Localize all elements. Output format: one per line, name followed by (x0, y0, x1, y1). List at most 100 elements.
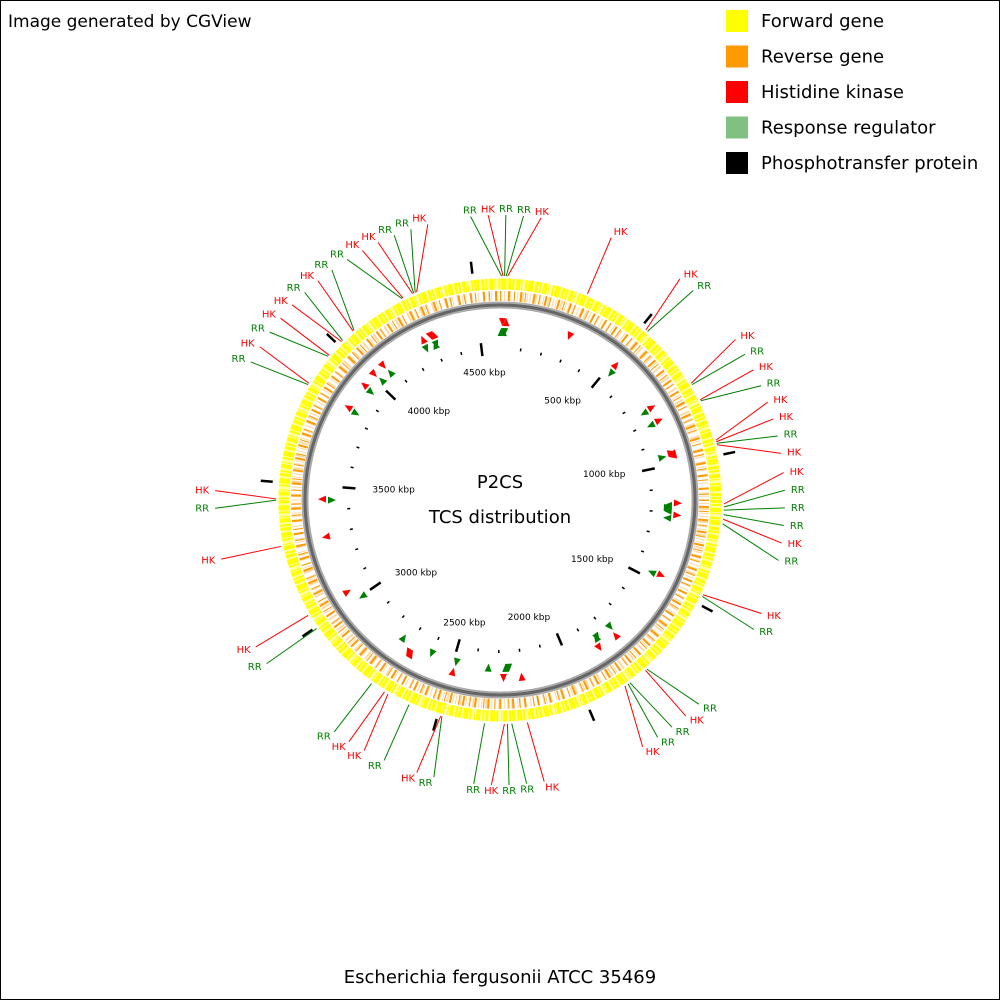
feature-glyph (387, 369, 396, 378)
feature-label: RR (750, 346, 764, 357)
leader-line (723, 489, 785, 508)
feature-glyph (448, 667, 456, 677)
leader-line (716, 418, 774, 443)
leader-line (700, 369, 754, 401)
feature-glyph (647, 420, 656, 428)
major-tick (641, 467, 656, 473)
feature-label: HK (614, 227, 629, 238)
feature-label: HK (759, 362, 774, 373)
outer-tick (701, 604, 714, 613)
feature-glyph (657, 455, 667, 462)
feature-label: RR (419, 778, 433, 789)
feature-label: RR (791, 503, 805, 514)
feature-label: RR (790, 521, 804, 532)
feature-label: RR (759, 627, 773, 638)
major-tick (385, 389, 397, 401)
feature-label: RR (330, 249, 344, 260)
leader-line (331, 269, 355, 331)
tick-label: 3500 kbp (372, 485, 415, 495)
feature-label: HK (779, 412, 794, 423)
feature-glyph (673, 499, 682, 507)
leader-line (416, 715, 442, 773)
organism: Escherichia fergusonii ATCC 35469 (344, 967, 656, 988)
major-tick (479, 343, 484, 357)
leader-line (473, 723, 485, 784)
tick-label: 1000 kbp (583, 470, 626, 480)
leader-line (291, 304, 342, 343)
leader-line (317, 280, 354, 332)
feature-label: HK (767, 611, 782, 622)
leader-line (348, 691, 385, 742)
tick-label: 500 kbp (544, 396, 581, 406)
major-tick (342, 486, 356, 490)
feature-glyph (640, 408, 650, 416)
feature-glyph (567, 331, 575, 340)
legend-swatch (726, 152, 748, 174)
feature-label: RR (784, 557, 798, 568)
reverse-genes (291, 291, 709, 709)
tick-label: 2500 kbp (443, 618, 486, 628)
outer-tick (432, 718, 438, 731)
feature-label: RR (463, 206, 477, 217)
feature-glyph (327, 496, 337, 504)
feature-glyph (421, 343, 429, 353)
feature-glyph (673, 511, 682, 519)
leader-line (393, 235, 415, 294)
outer-tick (260, 479, 273, 484)
leader-line (646, 668, 700, 705)
feature-label: HK (345, 240, 360, 251)
feature-glyph (431, 339, 439, 349)
feature-label: RR (697, 281, 711, 292)
leader-line (433, 716, 443, 778)
feature-label: RR (368, 761, 382, 772)
feature-label: RR (251, 324, 265, 335)
feature-glyph (454, 657, 461, 667)
feature-label: HK (300, 271, 315, 282)
feature-glyph (359, 591, 368, 599)
legend-swatch (726, 10, 748, 32)
forward-genes (278, 278, 722, 722)
feature-glyph (379, 377, 388, 386)
legend-swatch (726, 81, 748, 103)
minor-tick (621, 586, 625, 590)
legend-swatch (726, 45, 748, 68)
feature-glyph (499, 673, 507, 682)
feature-label: HK (262, 309, 277, 320)
minor-tick (386, 600, 390, 604)
feature-label: RR (378, 225, 392, 236)
legend-label: Histidine kinase (761, 82, 904, 103)
minor-tick (355, 547, 359, 551)
feature-label: HK (201, 555, 216, 566)
feature-glyph (421, 335, 428, 345)
feature-glyph (405, 650, 413, 660)
feature-label: RR (395, 219, 409, 230)
minor-tick (349, 528, 353, 531)
feature-glyph (484, 663, 492, 672)
feature-glyph (431, 331, 439, 340)
leader-line (526, 722, 545, 782)
feature-glyph (646, 405, 656, 413)
feature-glyph (654, 418, 663, 426)
leader-line (363, 693, 389, 751)
feature-label: HK (788, 539, 803, 550)
feature-glyph (518, 672, 526, 682)
feature-label: RR (784, 430, 798, 441)
legend-label: Forward gene (761, 11, 884, 32)
minor-tick (401, 614, 405, 619)
minor-tick (421, 367, 425, 372)
leader-line (280, 317, 330, 356)
map-subtitle: TCS distribution (428, 507, 571, 528)
major-tick (454, 638, 461, 653)
minor-tick (404, 379, 408, 383)
leader-line (507, 217, 542, 277)
minor-tick (641, 448, 645, 451)
leader-line (647, 290, 694, 332)
leader-line (511, 723, 528, 784)
minor-tick (608, 602, 612, 606)
minor-tick (609, 395, 613, 399)
leader-line (645, 278, 681, 331)
leader-line (701, 595, 755, 630)
